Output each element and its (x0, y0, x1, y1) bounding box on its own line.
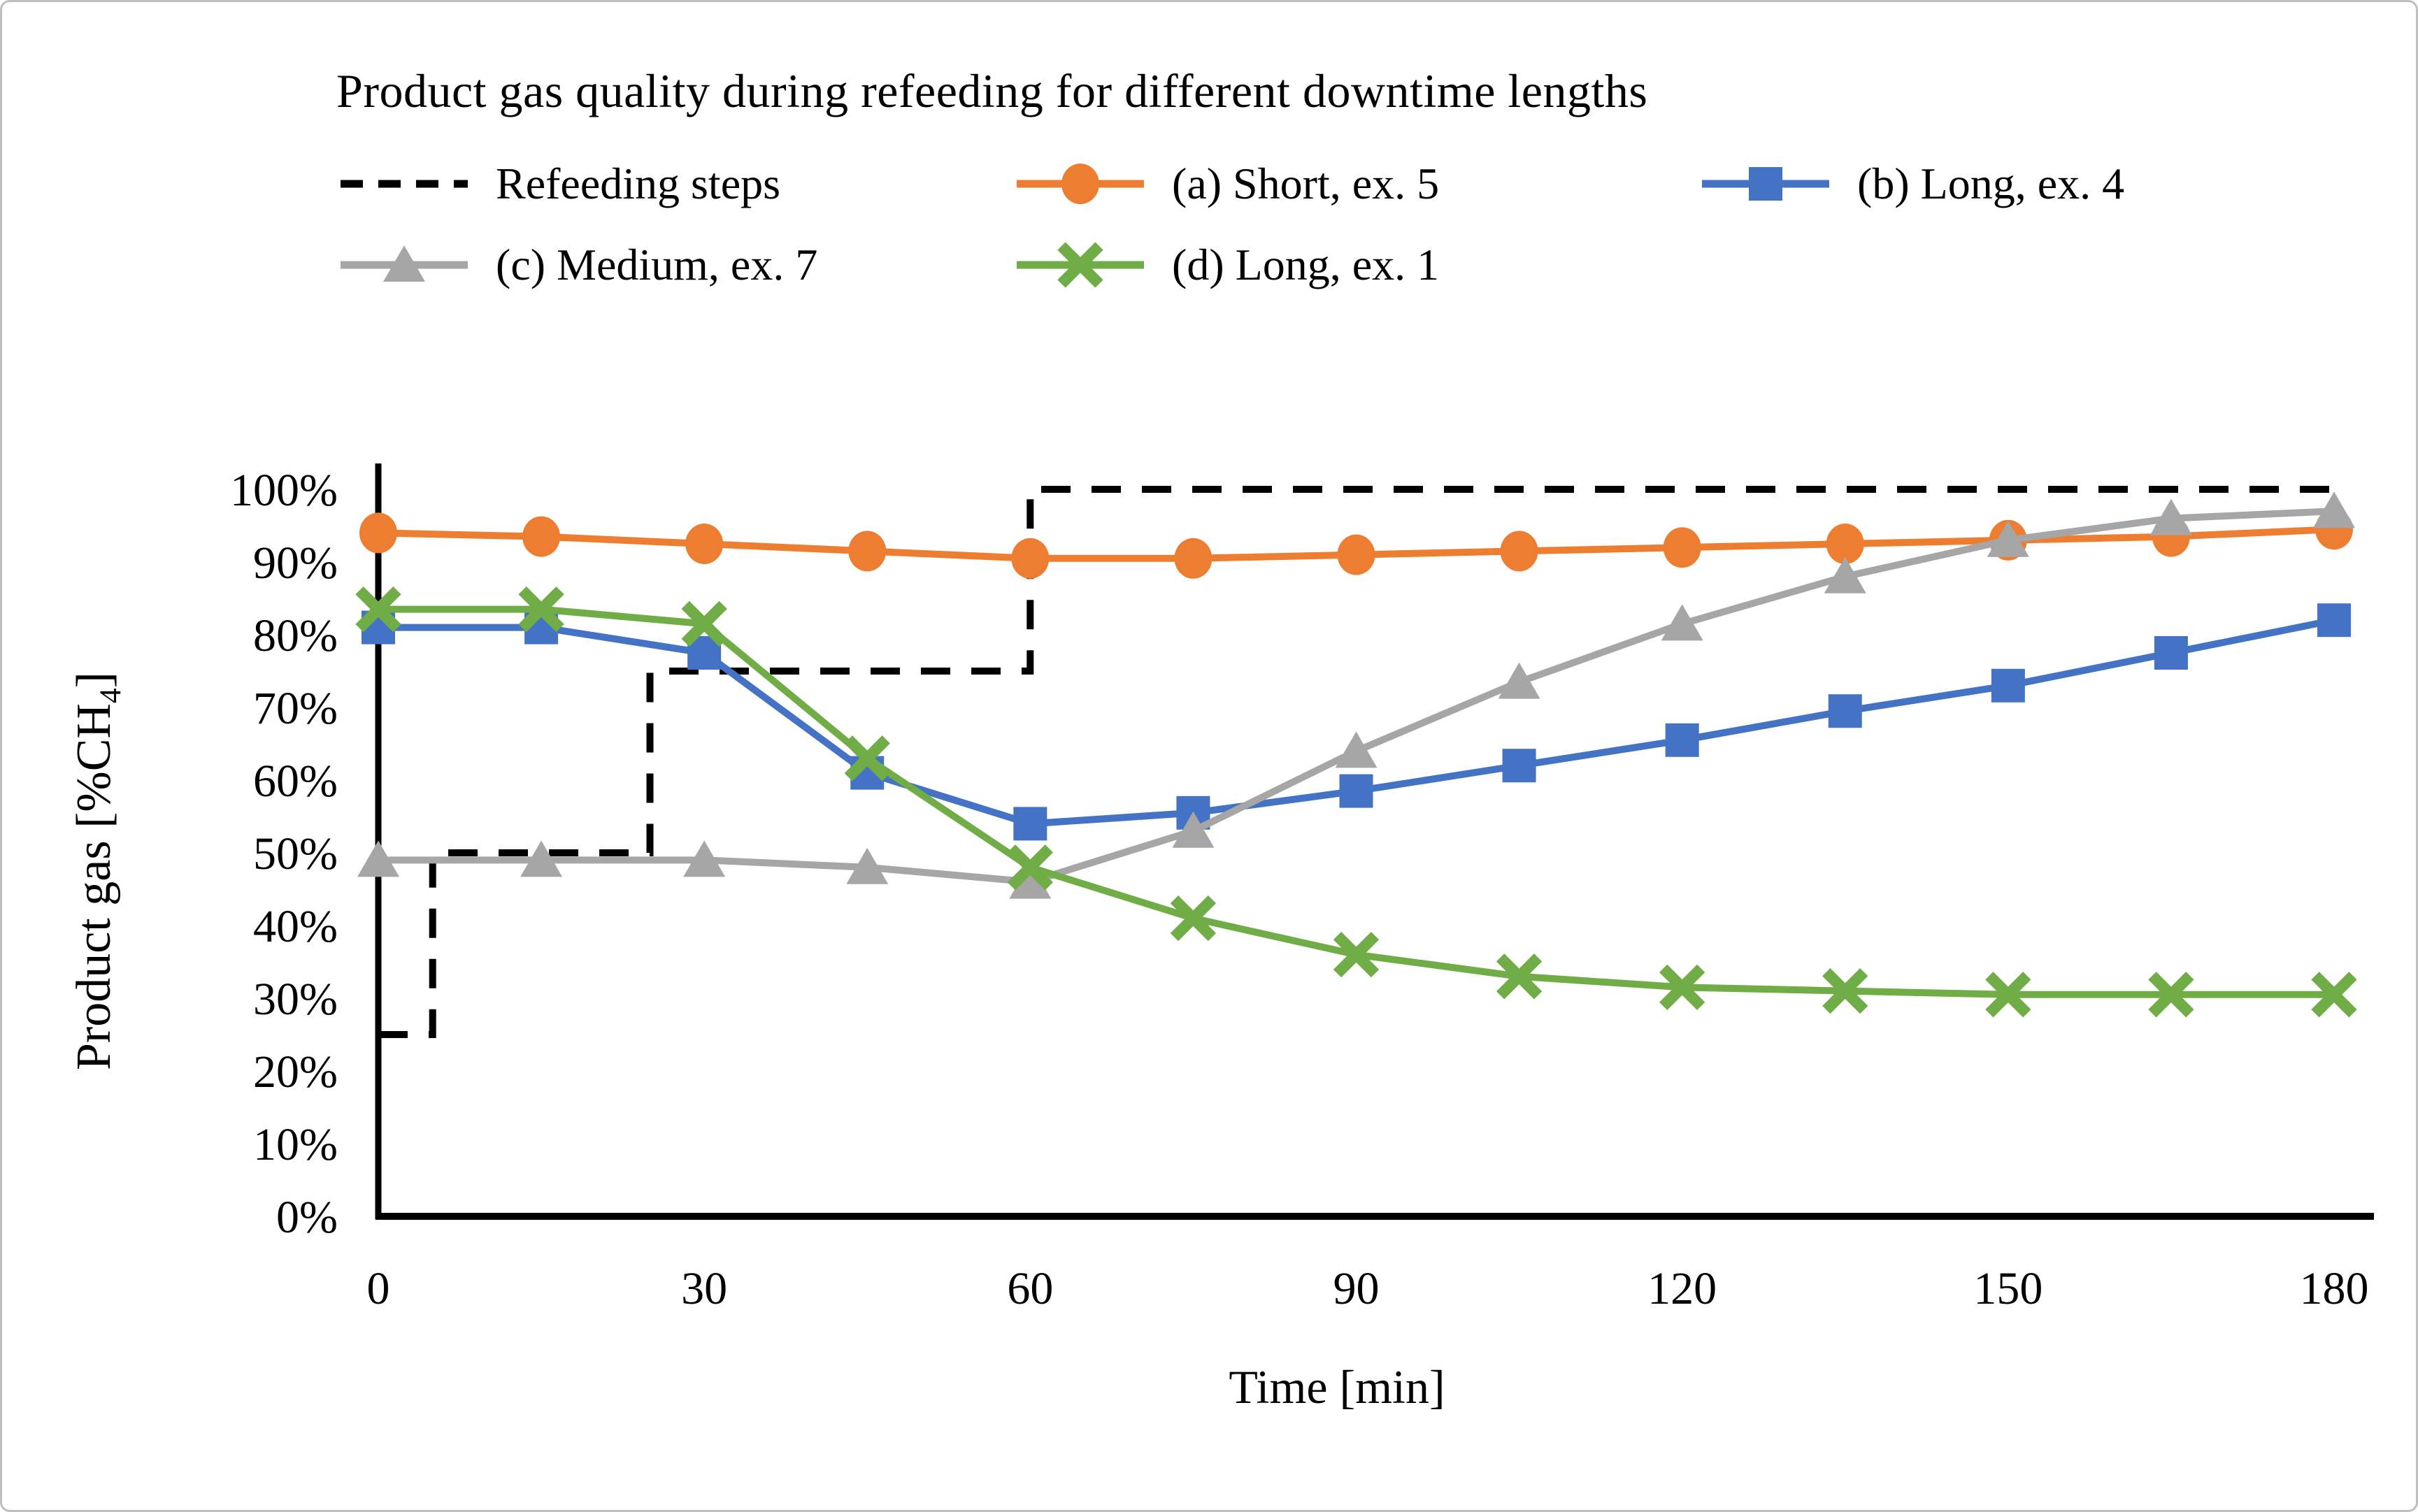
d-long-ex-1-marker-t165 (2148, 972, 2194, 1018)
y-tick-label-40: 40% (253, 901, 338, 952)
b-long-ex-4-marker-t90 (1339, 774, 1373, 808)
y-tick-label-50: 50% (253, 828, 338, 879)
d-long-ex-1-marker-t105 (1496, 953, 1543, 1000)
series-b-long-ex-4 (362, 603, 2351, 841)
c-medium-ex-7-marker-t180 (2313, 491, 2355, 528)
d-long-ex-1-marker-t180 (2311, 972, 2357, 1018)
d-long-ex-1-marker-t90 (1333, 931, 1380, 978)
x-marker-sample (1017, 242, 1144, 288)
c-medium-ex-7-marker-t0 (357, 840, 399, 877)
x-tick-label-60: 60 (1007, 1263, 1053, 1314)
legend-label: (b) Long, ex. 4 (1857, 159, 2125, 208)
d-long-ex-1-marker-t15 (518, 586, 564, 633)
legend-label: (c) Medium, ex. 7 (496, 240, 818, 289)
y-tick-label-0: 0% (276, 1192, 338, 1243)
d-long-ex-1-marker-t60 (1007, 844, 1053, 891)
c-medium-ex-7-marker-t15 (520, 840, 563, 877)
c-medium-ex-7-marker-t165 (2149, 498, 2192, 535)
legend-sample-marker (383, 245, 425, 282)
d-long-ex-1-marker-t135 (1822, 967, 1868, 1014)
legend-item-refeeding-steps: Refeeding steps (338, 156, 780, 212)
a-short-ex-5-marker-t135 (1826, 524, 1864, 564)
circle-marker-sample (1017, 164, 1144, 204)
c-medium-ex-7-marker-t45 (846, 847, 889, 884)
a-short-ex-5-marker-t105 (1500, 531, 1538, 572)
legend-item-b-long4: (b) Long, ex. 4 (1699, 156, 2124, 212)
d-long-ex-1-marker-t30 (681, 600, 727, 647)
legend-item-a-short: (a) Short, ex. 5 (1014, 156, 1439, 212)
b-long-ex-4-marker-t135 (1828, 694, 1862, 728)
d-long-ex-1-marker-t150 (1985, 972, 2031, 1018)
legend-label: Refeeding steps (496, 159, 780, 208)
triangle-marker-sample (341, 245, 468, 282)
d-long-ex-1-marker-t75 (1170, 895, 1217, 942)
c-medium-ex-7-marker-t120 (1661, 604, 1703, 641)
a-short-ex-5-marker-t30 (685, 524, 724, 564)
c-medium-ex-7-marker-t60 (1009, 862, 1052, 899)
a-short-ex-5-marker-t90 (1337, 534, 1375, 575)
legend-item-c-medium: (c) Medium, ex. 7 (338, 237, 817, 293)
legend-sample-marker (1057, 242, 1103, 288)
b-long-ex-4-marker-t120 (1665, 723, 1699, 757)
a-short-ex-5-marker-t60 (1011, 538, 1050, 579)
series-d-long-ex-1 (355, 586, 2357, 1018)
b-long-ex-4-marker-t180 (2317, 603, 2351, 638)
y-tick-label-20: 20% (253, 1046, 338, 1097)
b-long-ex-4-marker-t150 (1991, 668, 2025, 703)
y-tick-label-70: 70% (253, 683, 338, 734)
square-marker-sample (1702, 167, 1829, 201)
c-medium-ex-7-marker-t105 (1498, 662, 1540, 699)
c-medium-ex-7-marker-t90 (1335, 731, 1378, 768)
d-long-ex-1-marker-t45 (844, 735, 890, 782)
x-tick-label-150: 150 (1973, 1263, 2043, 1314)
c-medium-ex-7-marker-t150 (1987, 520, 2029, 557)
legend-label: (d) Long, ex. 1 (1172, 240, 1440, 289)
a-short-ex-5-marker-t120 (1663, 527, 1701, 568)
b-long-ex-4-marker-t60 (1013, 807, 1047, 841)
d-long-ex-1-marker-t0 (355, 586, 401, 633)
y-tick-label-80: 80% (253, 610, 338, 661)
series-refeeding-steps (378, 486, 2334, 1038)
x-tick-label-90: 90 (1333, 1263, 1380, 1314)
series-a-short-ex-5 (359, 509, 2353, 579)
b-long-ex-4-marker-t105 (1502, 749, 1536, 783)
c-medium-ex-7-marker-t75 (1172, 811, 1215, 848)
series-c-medium-ex-7 (357, 491, 2355, 899)
y-tick-label-100: 100% (230, 465, 338, 516)
legend-sample-marker (1061, 164, 1099, 204)
a-short-ex-5-marker-t45 (848, 531, 887, 572)
x-axis-title: Time [min] (1229, 1360, 1445, 1413)
chart-title: Product gas quality during refeeding for… (336, 64, 1648, 117)
a-short-ex-5-marker-t15 (522, 516, 561, 557)
d-long-ex-1-marker-t120 (1659, 964, 1705, 1011)
x-tick-label-0: 0 (367, 1263, 390, 1314)
y-tick-label-90: 90% (253, 538, 338, 589)
y-tick-label-10: 10% (253, 1119, 338, 1170)
y-tick-label-30: 30% (253, 974, 338, 1025)
series-line-refeeding-steps (378, 486, 2334, 1038)
c-medium-ex-7-marker-t135 (1824, 556, 1866, 593)
x-tick-label-30: 30 (681, 1263, 727, 1314)
b-long-ex-4-marker-t165 (2154, 636, 2188, 670)
a-short-ex-5-marker-t0 (359, 512, 397, 554)
x-tick-label-120: 120 (1647, 1263, 1717, 1314)
refeeding-steps-line-sample (341, 180, 468, 188)
x-tick-label-180: 180 (2300, 1263, 2369, 1314)
legend-item-d-long1: (d) Long, ex. 1 (1014, 237, 1439, 293)
c-medium-ex-7-marker-t30 (683, 840, 726, 877)
legend-label: (a) Short, ex. 5 (1172, 159, 1440, 208)
legend-sample-marker (1749, 167, 1782, 201)
y-tick-label-60: 60% (253, 756, 338, 807)
a-short-ex-5-marker-t75 (1174, 538, 1212, 579)
